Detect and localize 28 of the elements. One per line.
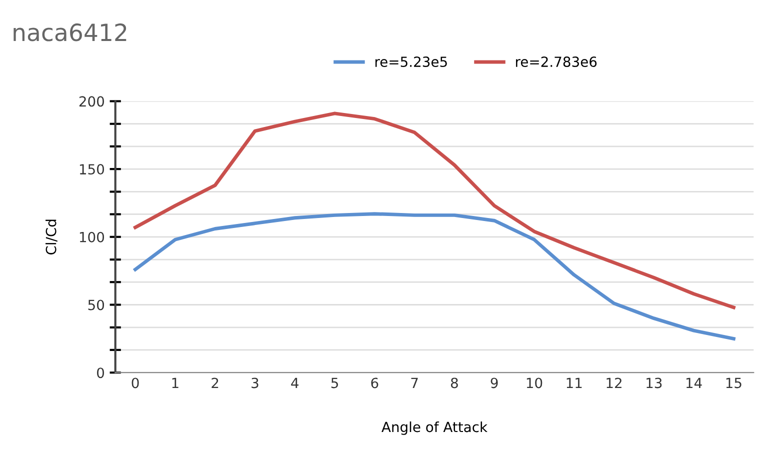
x-tick-label: 12 <box>606 378 622 388</box>
x-tick-label: 10 <box>526 378 542 388</box>
legend-label: re=2.783e6 <box>516 56 597 68</box>
line-series <box>134 212 736 340</box>
x-tick-label: 13 <box>646 378 662 388</box>
x-tick-label: 4 <box>291 378 299 388</box>
x-tick-label: 0 <box>132 378 139 388</box>
x-tick-label: 1 <box>172 378 178 388</box>
x-tick-label: 14 <box>686 378 702 388</box>
x-tick-label: 11 <box>566 378 582 388</box>
chart-title: naca6412 <box>14 23 126 42</box>
y-tick-label: 100 <box>80 232 104 242</box>
x-tick-label: 6 <box>371 378 378 388</box>
y-tick-label: 200 <box>79 96 104 107</box>
x-tick-label: 7 <box>411 378 418 388</box>
line-series <box>134 112 736 310</box>
y-tick-label: 0 <box>97 368 104 378</box>
x-tick-label: 8 <box>450 378 458 388</box>
y-tick-label: 50 <box>88 300 104 310</box>
x-tick-label: 9 <box>490 378 498 388</box>
legend-label: re=5.23e5 <box>375 56 447 68</box>
x-tick-label: 3 <box>252 378 258 388</box>
y-axis-title: Cl/Cd <box>46 220 58 254</box>
y-tick-label: 150 <box>80 164 104 175</box>
x-tick-label: 5 <box>331 378 338 388</box>
x-tick-label: 15 <box>726 378 742 388</box>
x-tick-label: 2 <box>212 378 218 388</box>
x-axis-title: Angle of Attack <box>382 421 488 435</box>
